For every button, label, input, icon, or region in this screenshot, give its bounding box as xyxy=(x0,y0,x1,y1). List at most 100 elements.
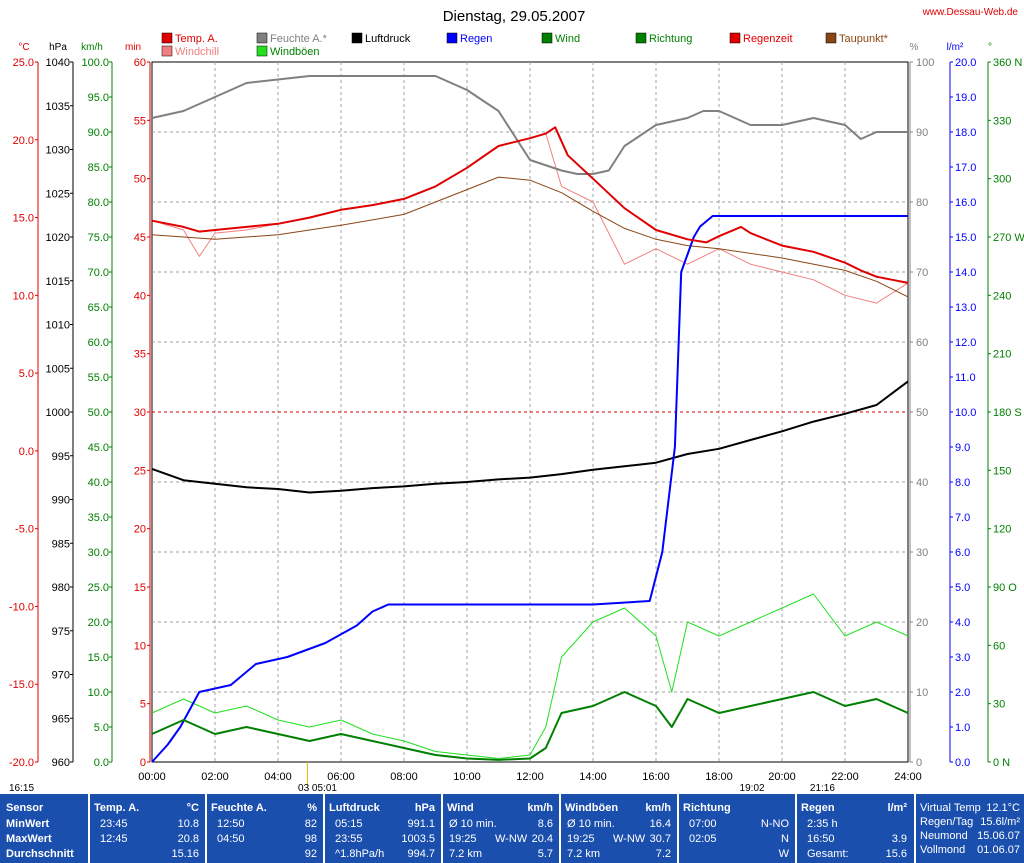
right-tick-label: 30 xyxy=(993,699,1005,711)
series-windb-en xyxy=(151,593,909,759)
wind-value: 20.4 xyxy=(531,833,553,845)
left-tick-label: 5.0 xyxy=(19,368,34,380)
right-tick-label: 40 xyxy=(916,477,928,489)
left-tick-label: 1000 xyxy=(46,407,70,419)
left-tick-label: 0.0 xyxy=(19,446,34,458)
legend-swatch xyxy=(729,32,741,44)
left-tick-label: 15 xyxy=(134,582,146,594)
table-row-label: MaxWert xyxy=(6,833,52,845)
gust-time: 7.2 km xyxy=(567,848,601,860)
x-tick-label: 24:00 xyxy=(894,771,922,783)
extra-value: 15.06.07 xyxy=(977,830,1020,842)
x-tick-label: 18:00 xyxy=(705,771,733,783)
pressure-value: 991.1 xyxy=(407,818,435,830)
right-tick-label: 300 xyxy=(993,174,1011,186)
gust-time: 19:25 xyxy=(567,833,595,845)
left-tick-label: 1010 xyxy=(46,320,70,332)
left-tick-label: 15.0 xyxy=(13,213,34,225)
left-tick-label: 60 xyxy=(134,57,146,69)
series-regen xyxy=(151,215,908,763)
right-tick-label: 10 xyxy=(916,687,928,699)
legend-swatch xyxy=(635,32,647,44)
left-tick-label: 960 xyxy=(52,757,70,769)
legend-label: Regen xyxy=(460,33,492,45)
table-header: Temp. A. xyxy=(94,802,140,814)
series-wind xyxy=(151,691,909,761)
rain-time: 16:50 xyxy=(807,833,835,845)
moonrise-label: 19:02 xyxy=(740,783,765,794)
extra-label: Regen/Tag xyxy=(920,816,974,828)
chart-title: Dienstag, 29.05.2007 xyxy=(443,8,586,25)
series-layer xyxy=(151,75,909,763)
left-axis-unit: hPa xyxy=(49,42,67,53)
humidity-value: 82 xyxy=(304,818,317,830)
right-tick-label: 4.0 xyxy=(955,617,970,629)
legend-label: Taupunkt* xyxy=(839,33,889,45)
pressure-time: 05:15 xyxy=(335,818,363,830)
rain-time: 2:35 h xyxy=(807,818,838,830)
left-tick-label: 20.0 xyxy=(88,617,109,629)
left-tick-label: 1035 xyxy=(46,101,70,113)
x-tick-label: 14:00 xyxy=(579,771,607,783)
left-tick-label: 45.0 xyxy=(88,442,109,454)
legend-label: Richtung xyxy=(649,33,692,45)
left-tick-label: -5.0 xyxy=(15,524,34,536)
left-axis-unit: min xyxy=(125,42,141,53)
right-tick-label: 16.0 xyxy=(955,197,976,209)
table-header-unit: % xyxy=(307,802,317,814)
right-tick-label: 270 W xyxy=(993,232,1024,244)
legend-swatch xyxy=(161,45,173,57)
right-tick-label: 1.0 xyxy=(955,722,970,734)
left-tick-label: 1030 xyxy=(46,145,70,157)
right-tick-label: 50 xyxy=(916,407,928,419)
right-tick-label: 20.0 xyxy=(955,57,976,69)
left-tick-label: 100.0 xyxy=(81,57,109,69)
table-header-unit: l/m² xyxy=(887,802,907,814)
right-tick-label: 12.0 xyxy=(955,337,976,349)
table-row-label: Durchschnitt xyxy=(6,848,74,860)
x-tick-label: 00:00 xyxy=(138,771,166,783)
temp-value: 20.8 xyxy=(177,833,199,845)
right-tick-label: 7.0 xyxy=(955,512,970,524)
table-header-unit: km/h xyxy=(645,802,671,814)
left-tick-label: 25.0 xyxy=(13,57,34,69)
right-tick-label: 10.0 xyxy=(955,407,976,419)
right-axis-unit: % xyxy=(910,42,919,53)
right-tick-label: 14.0 xyxy=(955,267,976,279)
right-tick-label: 0 N xyxy=(993,757,1010,769)
pressure-time: 23:55 xyxy=(335,833,363,845)
left-tick-label: 10.0 xyxy=(88,687,109,699)
right-tick-label: 18.0 xyxy=(955,127,976,139)
left-tick-label: 0.0 xyxy=(94,757,109,769)
gust-value: 16.4 xyxy=(649,818,671,830)
left-tick-label: 1040 xyxy=(46,57,70,69)
left-axis-unit: °C xyxy=(18,42,29,53)
rain-value: 15.6 xyxy=(885,848,907,860)
right-tick-label: 30 xyxy=(916,547,928,559)
left-tick-label: 965 xyxy=(52,713,70,725)
pressure-value: 1003.5 xyxy=(401,833,435,845)
wind-value: 5.7 xyxy=(537,848,553,860)
right-tick-label: 6.0 xyxy=(955,547,970,559)
left-time-label: 16:15 xyxy=(9,783,34,794)
table-header: Sensor xyxy=(6,802,44,814)
right-tick-label: 13.0 xyxy=(955,302,976,314)
left-tick-label: 10 xyxy=(134,640,146,652)
right-tick-label: 17.0 xyxy=(955,162,976,174)
right-tick-label: 20 xyxy=(916,617,928,629)
right-tick-label: 15.0 xyxy=(955,232,976,244)
rain-value: 3.9 xyxy=(891,833,907,845)
legend-swatch xyxy=(446,32,458,44)
table-divider xyxy=(677,794,679,863)
source-link[interactable]: www.Dessau-Web.de xyxy=(922,7,1019,18)
direction-value: W xyxy=(778,848,789,860)
table-header: Richtung xyxy=(683,802,731,814)
right-tick-label: 0.0 xyxy=(955,757,970,769)
left-tick-label: 1020 xyxy=(46,232,70,244)
extra-label: Vollmond xyxy=(920,844,966,856)
legend-label: Temp. A. xyxy=(175,33,218,45)
humidity-value: 92 xyxy=(304,848,317,860)
left-tick-label: 20 xyxy=(134,524,146,536)
left-tick-label: 5.0 xyxy=(94,722,109,734)
table-divider xyxy=(88,794,90,863)
